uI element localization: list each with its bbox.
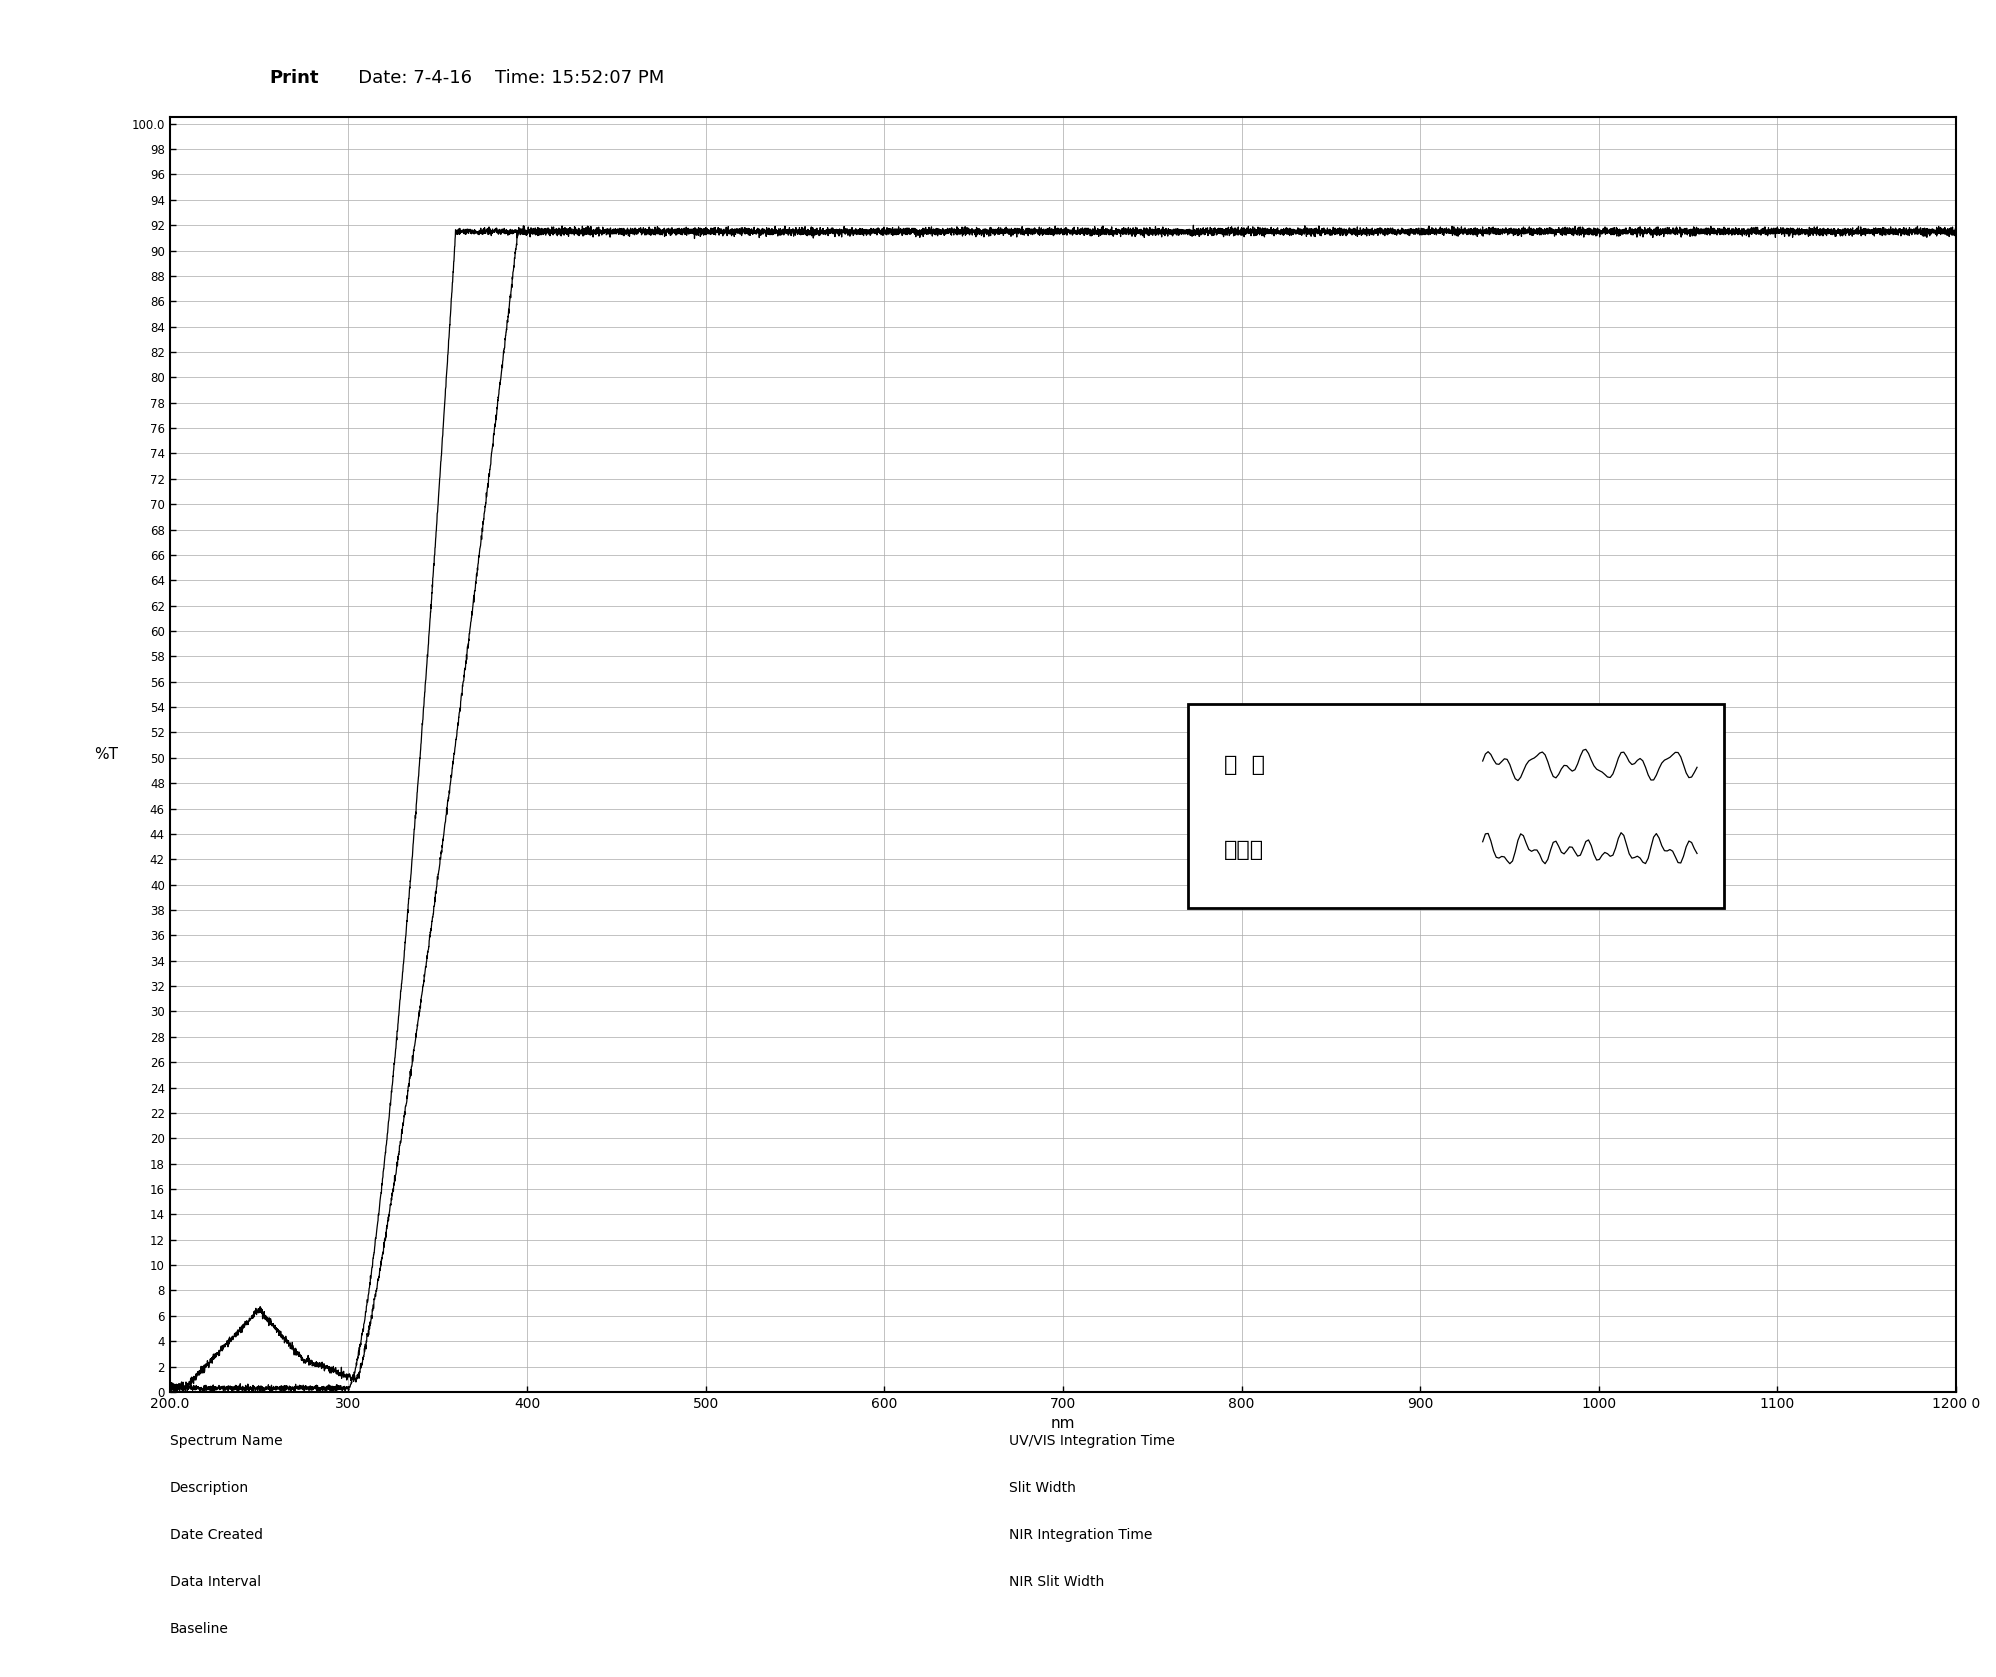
Text: Slit Width: Slit Width xyxy=(1010,1481,1076,1494)
Text: 含  铈: 含 铈 xyxy=(1224,755,1265,775)
Text: Baseline: Baseline xyxy=(170,1622,228,1635)
Text: NIR Integration Time: NIR Integration Time xyxy=(1010,1528,1152,1541)
Bar xyxy=(1188,704,1725,907)
Text: Date Created: Date Created xyxy=(170,1528,263,1541)
Text: Print: Print xyxy=(269,69,319,87)
Text: Data Interval: Data Interval xyxy=(170,1575,261,1588)
X-axis label: nm: nm xyxy=(1050,1417,1076,1432)
Text: NIR Slit Width: NIR Slit Width xyxy=(1010,1575,1104,1588)
Text: 未含铈: 未含铈 xyxy=(1224,840,1263,860)
Text: Description: Description xyxy=(170,1481,250,1494)
Text: Date: 7-4-16    Time: 15:52:07 PM: Date: 7-4-16 Time: 15:52:07 PM xyxy=(341,69,665,87)
Y-axis label: %T: %T xyxy=(94,748,118,761)
Text: UV/VIS Integration Time: UV/VIS Integration Time xyxy=(1010,1434,1176,1447)
Text: Spectrum Name: Spectrum Name xyxy=(170,1434,281,1447)
